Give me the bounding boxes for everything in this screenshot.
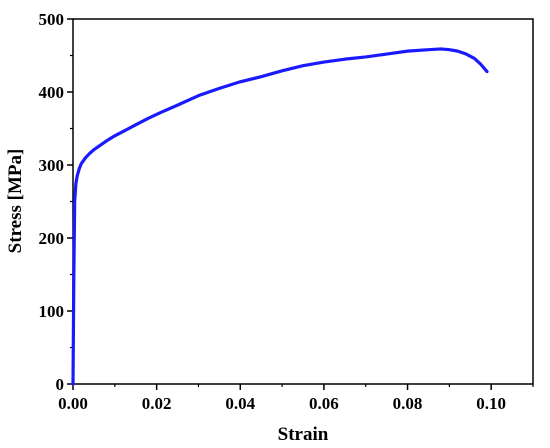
y-axis-title: Stress [MPa] [5,149,26,254]
x-tick-label: 0.08 [393,394,423,413]
x-axis-title: Strain [278,424,329,445]
x-tick-label: 0.02 [142,394,172,413]
y-tick-label: 100 [39,302,65,321]
y-tick-label: 0 [56,375,65,394]
series-layer [71,47,489,386]
x-tick-label: 0.10 [476,394,506,413]
plot-area [72,18,534,385]
y-tick-label: 500 [39,10,65,29]
plot-frame [72,18,534,385]
y-tick-label: 400 [39,83,65,102]
x-axis: 0.00 0.02 0.04 0.06 0.08 0.10 [58,384,534,413]
x-tick-label: 0.00 [58,394,88,413]
x-tick-label: 0.06 [309,394,339,413]
x-tick-label: 0.04 [225,394,255,413]
y-tick-label: 300 [39,156,65,175]
y-tick-label: 200 [39,229,65,248]
series-line [71,47,489,386]
y-axis: 0 100 200 300 400 500 [39,10,73,394]
